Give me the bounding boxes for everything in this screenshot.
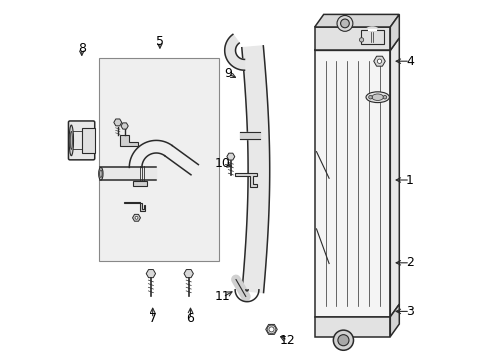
Text: 7: 7 xyxy=(148,312,156,325)
Circle shape xyxy=(336,15,352,31)
Circle shape xyxy=(382,95,386,99)
Polygon shape xyxy=(389,38,399,317)
Polygon shape xyxy=(224,35,244,70)
Polygon shape xyxy=(146,270,155,278)
Circle shape xyxy=(340,19,348,28)
Text: 9: 9 xyxy=(224,67,232,80)
Polygon shape xyxy=(123,202,145,211)
Polygon shape xyxy=(314,317,389,337)
Polygon shape xyxy=(121,123,128,129)
Polygon shape xyxy=(389,304,399,337)
Polygon shape xyxy=(389,14,399,50)
Circle shape xyxy=(368,95,371,99)
Text: 11: 11 xyxy=(215,291,230,303)
Polygon shape xyxy=(314,27,389,50)
Bar xyxy=(99,58,219,261)
Polygon shape xyxy=(226,153,234,160)
Text: 8: 8 xyxy=(78,42,85,55)
Ellipse shape xyxy=(69,125,73,156)
Polygon shape xyxy=(133,181,147,186)
Circle shape xyxy=(135,216,138,219)
FancyBboxPatch shape xyxy=(68,121,95,160)
Polygon shape xyxy=(235,173,257,187)
Circle shape xyxy=(333,330,353,350)
Polygon shape xyxy=(314,14,399,27)
Polygon shape xyxy=(360,30,383,44)
Polygon shape xyxy=(114,119,122,126)
Polygon shape xyxy=(132,214,140,221)
Ellipse shape xyxy=(99,167,103,180)
Text: 1: 1 xyxy=(406,174,413,186)
Text: 12: 12 xyxy=(279,334,295,347)
Polygon shape xyxy=(183,270,193,278)
Ellipse shape xyxy=(365,92,388,103)
Polygon shape xyxy=(81,128,95,153)
Polygon shape xyxy=(314,38,399,50)
Text: 3: 3 xyxy=(406,305,413,318)
Ellipse shape xyxy=(371,94,383,100)
Text: 2: 2 xyxy=(406,256,413,269)
Ellipse shape xyxy=(100,170,102,177)
Text: 10: 10 xyxy=(215,157,230,170)
Circle shape xyxy=(268,327,273,332)
Polygon shape xyxy=(120,135,138,146)
Text: 5: 5 xyxy=(156,35,163,48)
Ellipse shape xyxy=(70,131,72,149)
Polygon shape xyxy=(265,324,277,334)
Polygon shape xyxy=(373,56,385,66)
Text: 4: 4 xyxy=(406,55,413,68)
Polygon shape xyxy=(361,27,384,46)
Polygon shape xyxy=(241,46,269,293)
Circle shape xyxy=(359,38,363,42)
Text: 6: 6 xyxy=(186,312,194,325)
Polygon shape xyxy=(314,50,389,317)
Circle shape xyxy=(377,59,381,63)
Circle shape xyxy=(337,335,348,346)
